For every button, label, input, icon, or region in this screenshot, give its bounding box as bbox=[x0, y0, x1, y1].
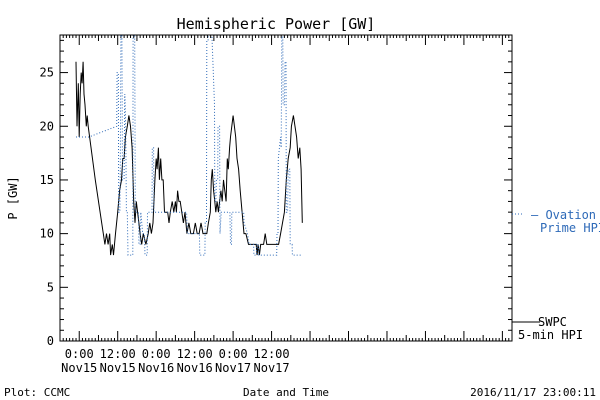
legend-swpc-label-2: 5-min HPI bbox=[518, 328, 583, 342]
x-axis-label: Date and Time bbox=[243, 386, 329, 399]
y-tick-label: 10 bbox=[40, 227, 54, 241]
y-axis: 0 5 10 15 20 25 bbox=[40, 39, 512, 348]
x-tick-date-label: Nov15 bbox=[100, 361, 136, 375]
plot-frame bbox=[59, 34, 513, 342]
series-swpc-hpi-line bbox=[75, 61, 303, 256]
x-tick-date-label: Nov16 bbox=[177, 361, 213, 375]
y-tick-label: 20 bbox=[40, 119, 54, 133]
footer-right: 2016/11/17 23:00:11 bbox=[470, 386, 596, 399]
chart-title: Hemispheric Power [GW] bbox=[177, 15, 376, 33]
y-tick-label: 25 bbox=[40, 66, 54, 80]
x-tick-time-label: 0:00 bbox=[65, 347, 94, 361]
legend-ovation-label-2: Prime HPI bbox=[540, 221, 600, 235]
y-tick-label: 5 bbox=[47, 280, 54, 294]
y-tick-label: 15 bbox=[40, 173, 54, 187]
x-tick-date-label: Nov17 bbox=[215, 361, 251, 375]
series-ovation-prime-hpi-line bbox=[76, 35, 302, 256]
y-axis-label: P [GW] bbox=[6, 176, 20, 219]
x-tick-time-label: 12:00 bbox=[177, 347, 213, 361]
x-tick-date-label: Nov15 bbox=[61, 361, 97, 375]
footer-left: Plot: CCMC bbox=[4, 386, 70, 399]
x-tick-time-label: 0:00 bbox=[219, 347, 248, 361]
series-group bbox=[75, 35, 303, 256]
legend-ovation-label-1: – Ovation bbox=[531, 208, 596, 222]
x-tick-time-label: 12:00 bbox=[100, 347, 136, 361]
y-tick-label: 0 bbox=[47, 334, 54, 348]
x-axis: 0:00Nov1512:00Nov150:00Nov1612:00Nov160:… bbox=[59, 35, 513, 375]
x-tick-date-label: Nov17 bbox=[254, 361, 290, 375]
x-tick-date-label: Nov16 bbox=[138, 361, 174, 375]
legend-swpc: SWPC 5-min HPI bbox=[512, 315, 583, 342]
x-tick-time-label: 0:00 bbox=[142, 347, 171, 361]
legend-ovation: – Ovation Prime HPI bbox=[512, 208, 600, 235]
legend-swpc-label-1: SWPC bbox=[538, 315, 567, 329]
x-tick-time-label: 12:00 bbox=[254, 347, 290, 361]
